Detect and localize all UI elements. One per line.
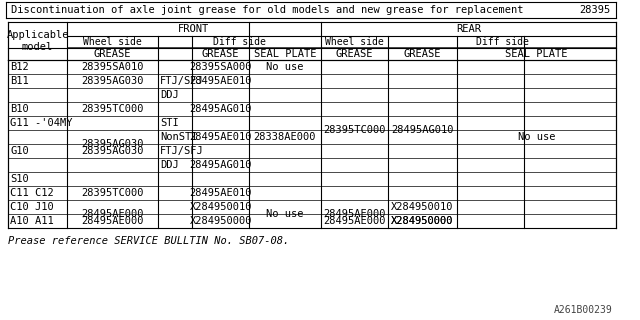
Text: Wheel side: Wheel side	[83, 37, 141, 47]
Text: Diff side: Diff side	[476, 37, 529, 47]
Text: DDJ: DDJ	[160, 90, 179, 100]
Text: X284950000: X284950000	[391, 216, 454, 226]
Text: 28495AG010: 28495AG010	[189, 104, 252, 114]
Text: S10: S10	[10, 174, 29, 184]
Text: X284950010: X284950010	[189, 202, 252, 212]
Text: 28395AG030: 28395AG030	[81, 146, 143, 156]
Text: SEAL PLATE: SEAL PLATE	[506, 49, 568, 59]
Text: 28395AG030: 28395AG030	[81, 76, 143, 86]
Text: 28395TC000: 28395TC000	[81, 104, 143, 114]
Text: X284950000: X284950000	[391, 216, 454, 226]
Text: B11: B11	[10, 76, 29, 86]
Text: Wheel side: Wheel side	[325, 37, 384, 47]
Text: X284950010: X284950010	[391, 202, 454, 212]
Text: DDJ: DDJ	[160, 160, 179, 170]
Text: FTJ/SFJ: FTJ/SFJ	[160, 76, 204, 86]
Text: SEAL PLATE: SEAL PLATE	[253, 49, 316, 59]
Text: No use: No use	[518, 132, 556, 142]
Text: REAR: REAR	[456, 24, 481, 34]
Text: 28495AG010: 28495AG010	[391, 125, 454, 135]
Text: 28395: 28395	[579, 5, 611, 15]
Text: A261B00239: A261B00239	[554, 305, 612, 315]
Text: B12: B12	[10, 62, 29, 72]
Text: FTJ/SFJ: FTJ/SFJ	[160, 146, 204, 156]
Text: 28495AE000: 28495AE000	[81, 216, 143, 226]
Text: C11 C12: C11 C12	[10, 188, 54, 198]
Text: GREASE: GREASE	[404, 49, 441, 59]
Text: 28495AE000: 28495AE000	[323, 209, 386, 219]
Text: FRONT: FRONT	[178, 24, 209, 34]
Text: 28395TC000: 28395TC000	[323, 125, 386, 135]
Text: G10: G10	[10, 146, 29, 156]
Text: NonSTI: NonSTI	[160, 132, 197, 142]
Text: Diff side: Diff side	[213, 37, 266, 47]
Text: X284950000: X284950000	[189, 216, 252, 226]
Text: G11 -'04MY: G11 -'04MY	[10, 118, 73, 128]
Text: No use: No use	[266, 209, 303, 219]
Text: GREASE: GREASE	[336, 49, 373, 59]
Text: 28395SA000: 28395SA000	[189, 62, 252, 72]
Text: 28395AG030: 28395AG030	[81, 139, 143, 149]
Text: 28495AE010: 28495AE010	[189, 188, 252, 198]
Text: STI: STI	[160, 118, 179, 128]
Text: 28495AE000: 28495AE000	[81, 209, 143, 219]
Text: GREASE: GREASE	[202, 49, 239, 59]
Text: No use: No use	[266, 62, 303, 72]
Text: GREASE: GREASE	[93, 49, 131, 59]
Text: 28395SA010: 28395SA010	[81, 62, 143, 72]
Text: 28495AE010: 28495AE010	[189, 76, 252, 86]
Text: 28495AG010: 28495AG010	[189, 160, 252, 170]
Text: 28495AE000: 28495AE000	[323, 216, 386, 226]
Text: 28395TC000: 28395TC000	[81, 188, 143, 198]
Text: C10 J10: C10 J10	[10, 202, 54, 212]
Text: 28338AE000: 28338AE000	[253, 132, 316, 142]
Text: A10 A11: A10 A11	[10, 216, 54, 226]
Text: B10: B10	[10, 104, 29, 114]
Text: 28495AE010: 28495AE010	[189, 132, 252, 142]
Text: Prease reference SERVICE BULLTIN No. SB07-08.: Prease reference SERVICE BULLTIN No. SB0…	[8, 236, 289, 246]
Text: Applicable
model: Applicable model	[6, 30, 69, 52]
Text: Discontinuation of axle joint grease for old models and new grease for replaceme: Discontinuation of axle joint grease for…	[12, 5, 524, 15]
